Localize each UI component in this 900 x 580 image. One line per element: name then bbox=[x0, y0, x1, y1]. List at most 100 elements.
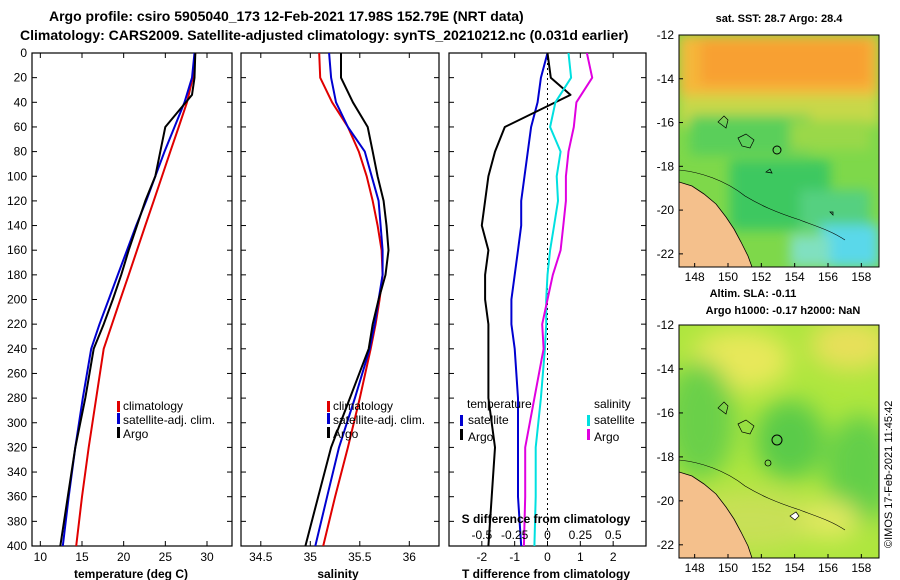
map-x-tick-label: 148 bbox=[685, 561, 705, 575]
map-x-tick-label: 154 bbox=[785, 270, 805, 284]
series-temperature-argo-line bbox=[480, 53, 572, 546]
map-y-tick-label: -20 bbox=[657, 203, 675, 217]
temperature-xlabel: temperature (deg C) bbox=[74, 567, 188, 580]
legend-argo: Argo bbox=[333, 427, 359, 441]
header-line-2: Climatology: CARS2009. Satellite-adjuste… bbox=[20, 27, 628, 43]
map-x-tick-label: 154 bbox=[785, 561, 805, 575]
depth-tick-label: 220 bbox=[7, 317, 27, 331]
depth-tick-label: 100 bbox=[7, 169, 27, 183]
legend-t-argo: Argo bbox=[468, 430, 494, 444]
map-y-tick-label: -12 bbox=[657, 28, 675, 42]
map-x-tick-label: 152 bbox=[751, 561, 771, 575]
chart-axes: 10 15 20 25 30 34.5 35 35.5 36 -2 -1 0 1 2 -0.5 -0.25 0 0… bbox=[32, 52, 646, 564]
x-tick-label: 15 bbox=[75, 550, 89, 564]
sla-map-title-line2: Argo h1000: -0.17 h2000: NaN bbox=[706, 305, 861, 317]
sla-map-title-line1: Altim. SLA: -0.11 bbox=[710, 288, 797, 300]
legend-climatology: climatology bbox=[333, 399, 393, 413]
s-tick-label: 0 bbox=[544, 528, 551, 542]
depth-axis: 0 20 40 60 80 100 120 140 160 180 200 220 240 260 280 3… bbox=[7, 46, 27, 553]
map-y-tick-label: -16 bbox=[657, 116, 675, 130]
series-argo-line bbox=[59, 53, 197, 546]
depth-tick-label: 60 bbox=[14, 120, 28, 134]
series-climatology-line bbox=[75, 53, 197, 546]
map-x-tick-label: 148 bbox=[685, 270, 705, 284]
imos-credit: ©IMOS 17-Feb-2021 11:45:42 bbox=[883, 401, 895, 548]
depth-tick-label: 180 bbox=[7, 268, 27, 282]
map-x-tick-label: 152 bbox=[751, 270, 771, 284]
map-y-tick-label: -14 bbox=[657, 362, 675, 376]
legend-temperature-title: temperature bbox=[467, 397, 532, 411]
map-y-tick-label: -16 bbox=[657, 406, 675, 420]
s-tick-label: 0.25 bbox=[569, 528, 593, 542]
x-tick-label: 30 bbox=[200, 550, 214, 564]
depth-tick-label: 0 bbox=[20, 46, 27, 60]
x-tick-label: -1 bbox=[509, 550, 520, 564]
argo-position-marker bbox=[772, 145, 782, 155]
map-x-tick-label: 158 bbox=[851, 561, 871, 575]
x-tick-label: 20 bbox=[117, 550, 131, 564]
legend-salinity-title: salinity bbox=[594, 397, 631, 411]
series-satellite-adj-clim--line bbox=[61, 53, 196, 546]
map-y-tick-label: -22 bbox=[657, 247, 675, 261]
salinity-legend: climatology satellite-adj. clim. Argo bbox=[327, 399, 425, 441]
depth-tick-label: 240 bbox=[7, 342, 27, 356]
s-tick-label: -0.25 bbox=[501, 528, 529, 542]
s-tick-label: -0.5 bbox=[471, 528, 492, 542]
series-salinity-argo-line bbox=[522, 53, 594, 546]
salinity-panel bbox=[240, 52, 440, 547]
sla-map bbox=[679, 325, 879, 558]
depth-tick-label: 200 bbox=[7, 293, 27, 307]
t-difference-xlabel: T difference from climatology bbox=[462, 567, 630, 580]
depth-tick-label: 120 bbox=[7, 194, 27, 208]
x-tick-label: 2 bbox=[610, 550, 617, 564]
salinity-plot bbox=[304, 53, 390, 546]
legend-satellite: satellite-adj. clim. bbox=[333, 413, 425, 427]
depth-tick-label: 160 bbox=[7, 243, 27, 257]
map-y-tick-label: -14 bbox=[657, 72, 675, 86]
depth-tick-label: 320 bbox=[7, 440, 27, 454]
legend-satellite: satellite-adj. clim. bbox=[123, 413, 215, 427]
difference-legend: temperature satellite Argo salinity sate… bbox=[460, 397, 635, 444]
legend-s-satellite: satellite bbox=[594, 413, 635, 427]
map-x-tick-label: 150 bbox=[718, 561, 738, 575]
series-temperature-satellite-line bbox=[510, 53, 549, 546]
x-tick-label: -2 bbox=[476, 550, 487, 564]
x-tick-label: 36 bbox=[403, 550, 417, 564]
x-tick-label: 10 bbox=[34, 550, 48, 564]
depth-tick-label: 300 bbox=[7, 416, 27, 430]
depth-tick-label: 140 bbox=[7, 219, 27, 233]
depth-tick-label: 80 bbox=[14, 145, 28, 159]
s-difference-xlabel: S difference from climatology bbox=[462, 512, 631, 526]
depth-tick-label: 400 bbox=[7, 539, 27, 553]
series-argo-line bbox=[304, 53, 390, 546]
depth-tick-label: 40 bbox=[14, 95, 28, 109]
map-x-tick-label: 156 bbox=[818, 561, 838, 575]
map-x-tick-label: 150 bbox=[718, 270, 738, 284]
map-x-tick-label: 158 bbox=[851, 270, 871, 284]
map-y-tick-label: -12 bbox=[657, 318, 675, 332]
depth-tick-label: 340 bbox=[7, 465, 27, 479]
legend-argo: Argo bbox=[123, 427, 149, 441]
x-tick-label: 34.5 bbox=[249, 550, 273, 564]
argo-position-marker bbox=[771, 434, 783, 446]
series-satellite-adj-clim--line bbox=[314, 53, 384, 546]
series-climatology-line bbox=[318, 53, 384, 546]
map-ticks: 148 150 152 154 156 158 -12 -14 -16 -18 -20 -22 148 1… bbox=[657, 28, 872, 575]
depth-tick-label: 380 bbox=[7, 514, 27, 528]
depth-tick-label: 260 bbox=[7, 366, 27, 380]
temperature-panel bbox=[31, 52, 233, 547]
depth-tick-label: 280 bbox=[7, 391, 27, 405]
legend-climatology: climatology bbox=[123, 399, 183, 413]
x-tick-label: 0 bbox=[544, 550, 551, 564]
header-line-1: Argo profile: csiro 5905040_173 12-Feb-2… bbox=[49, 8, 524, 24]
difference-plot bbox=[480, 53, 594, 546]
depth-tick-label: 360 bbox=[7, 490, 27, 504]
depth-tick-label: 20 bbox=[14, 71, 28, 85]
temperature-legend: climatology satellite-adj. clim. Argo bbox=[117, 399, 215, 441]
series-salinity-satellite-line bbox=[533, 53, 573, 546]
map-y-tick-label: -20 bbox=[657, 494, 675, 508]
x-tick-label: 1 bbox=[577, 550, 584, 564]
x-tick-label: 35 bbox=[304, 550, 318, 564]
x-tick-label: 35.5 bbox=[348, 550, 372, 564]
